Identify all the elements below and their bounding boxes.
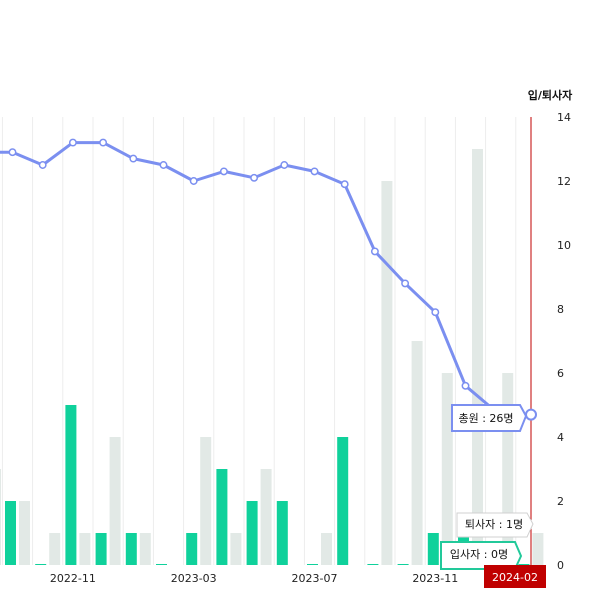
total-point <box>461 381 470 390</box>
cursor-label-text: 2024-02 <box>492 571 538 584</box>
bar-join <box>216 469 228 565</box>
bar-leave <box>441 373 453 565</box>
bar-join <box>186 533 198 565</box>
bar-join <box>95 533 107 565</box>
tooltip-join: 입사자 : 0명 <box>440 541 523 570</box>
total-point <box>129 154 138 163</box>
total-point <box>370 247 379 256</box>
y-tick-label: 4 <box>557 431 564 444</box>
y-tick-label: 6 <box>557 367 564 380</box>
y-tick-label: 2 <box>557 495 564 508</box>
total-point <box>38 161 47 169</box>
bar-leave <box>381 181 393 565</box>
bar-join <box>5 501 16 565</box>
bar-leave-partial <box>0 469 1 565</box>
total-point <box>189 177 198 185</box>
grid-lines <box>1 117 517 565</box>
bar-join <box>125 533 137 565</box>
tooltip-join-text: 입사자 : 0명 <box>450 548 508 561</box>
bar-leave <box>502 373 514 565</box>
total-point <box>68 138 77 147</box>
bar-leave <box>411 341 423 565</box>
y-tick-label: 14 <box>557 111 571 124</box>
bar-leave <box>19 501 30 565</box>
bar-join <box>518 564 530 565</box>
bar-leave <box>230 533 242 565</box>
bar-join <box>367 564 379 565</box>
bar-join <box>276 501 288 565</box>
bar-leave <box>472 149 483 565</box>
bar-leave <box>532 533 544 565</box>
total-point-active <box>525 408 537 421</box>
bar-leave <box>79 533 91 565</box>
total-point <box>219 167 228 176</box>
y-axis-label: 입/퇴사자 <box>528 88 573 102</box>
total-point <box>280 161 289 169</box>
y-tick-label: 0 <box>557 559 564 572</box>
bar-join <box>307 564 318 565</box>
cursor-label-bg <box>484 565 546 588</box>
total-point <box>401 279 410 288</box>
cursor-label: 2024-02 <box>484 565 546 588</box>
total-point <box>159 161 168 169</box>
bar-join <box>65 405 77 565</box>
x-tick-label: 2022-11 <box>50 572 96 585</box>
tooltip-leave-text: 퇴사자 : 1명 <box>465 518 523 531</box>
bar-join <box>156 564 167 565</box>
bar-join <box>397 564 409 565</box>
y-tick-label: 8 <box>557 303 564 316</box>
x-tick-label: 2023-11 <box>412 572 458 585</box>
total-point <box>99 138 108 147</box>
bar-leave <box>49 533 61 565</box>
total-point <box>340 180 349 189</box>
x-tick-label: 2023-03 <box>171 572 217 585</box>
bar-join <box>35 564 47 565</box>
partial-bar-group <box>0 469 1 565</box>
bar-leave <box>321 533 332 565</box>
total-point <box>431 308 440 317</box>
tooltip-total-box <box>451 404 528 432</box>
tooltip-leave: 퇴사자 : 1명 <box>456 512 534 538</box>
total-point <box>250 173 259 182</box>
bar-join <box>246 501 258 565</box>
tooltip-total: 총원 : 26명 <box>451 404 528 432</box>
y-tick-label: 10 <box>557 239 571 252</box>
bars-group <box>5 149 544 565</box>
total-line <box>0 141 531 417</box>
y-tick-label: 12 <box>557 175 571 188</box>
x-tick-label: 2023-07 <box>292 572 338 585</box>
tooltip-leave-box <box>456 512 534 538</box>
bar-join <box>427 533 439 565</box>
tooltip-join-box <box>440 541 523 570</box>
bar-join <box>337 437 349 565</box>
tooltip-total-text: 총원 : 26명 <box>458 412 513 425</box>
bar-leave <box>109 437 121 565</box>
total-line-group <box>0 138 537 421</box>
x-axis: 2022-11 2023-03 2023-07 2023-11 <box>50 572 458 585</box>
total-point <box>310 167 319 176</box>
total-point <box>8 148 17 157</box>
bar-leave <box>260 469 272 565</box>
bar-leave <box>200 437 212 565</box>
bar-leave <box>139 533 151 565</box>
y-axis: 입/퇴사자 0 2 4 6 8 10 12 14 <box>528 88 573 572</box>
